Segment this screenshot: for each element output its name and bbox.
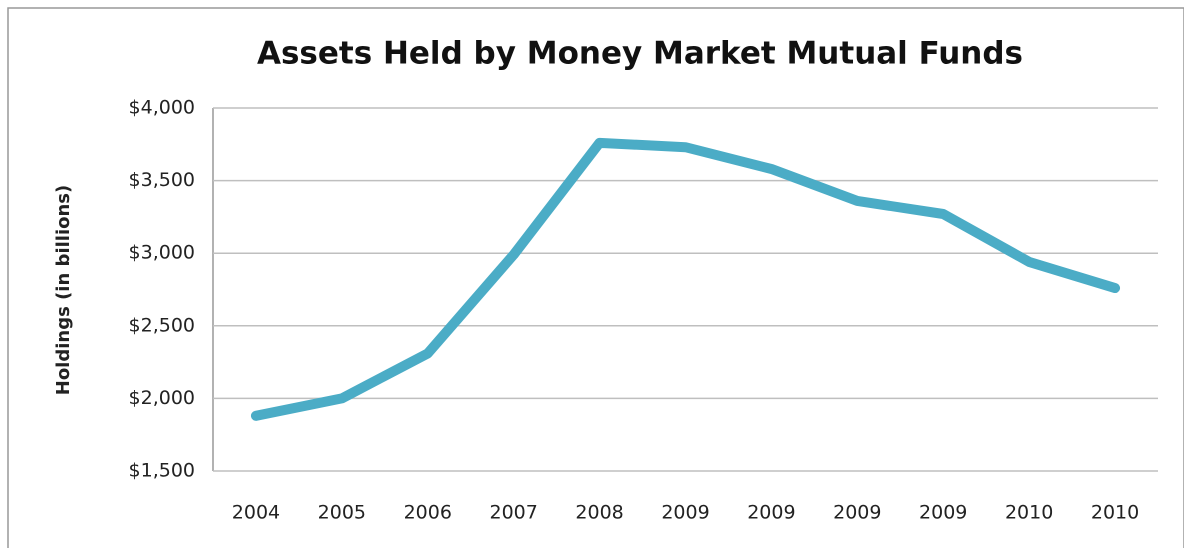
x-tick-label: 2009: [661, 502, 709, 524]
chart-title: Assets Held by Money Market Mutual Funds: [257, 36, 1023, 72]
y-tick-label: $3,500: [129, 169, 195, 191]
y-tick-label: $1,500: [129, 460, 195, 482]
x-tick-label: 2009: [747, 502, 795, 524]
x-tick-label: 2009: [833, 502, 881, 524]
x-tick-label: 2009: [919, 502, 967, 524]
data-line: [250, 137, 1121, 421]
y-tick-label: $2,500: [129, 314, 195, 336]
x-tick-label: 2010: [1091, 502, 1139, 524]
y-tick-label: $3,000: [129, 242, 195, 264]
x-tick-label: 2007: [490, 502, 538, 524]
x-tick-label: 2004: [232, 502, 280, 524]
x-tick-label: 2005: [318, 502, 366, 524]
x-tick-label: 2010: [1005, 502, 1053, 524]
y-tick-label: $2,000: [129, 387, 195, 409]
x-tick-label: 2006: [404, 502, 452, 524]
y-axis-label: Holdings (in billions): [53, 185, 74, 396]
y-tick-label: $4,000: [129, 97, 195, 119]
x-tick-label: 2008: [575, 502, 623, 524]
chart-border: [7, 7, 1184, 548]
